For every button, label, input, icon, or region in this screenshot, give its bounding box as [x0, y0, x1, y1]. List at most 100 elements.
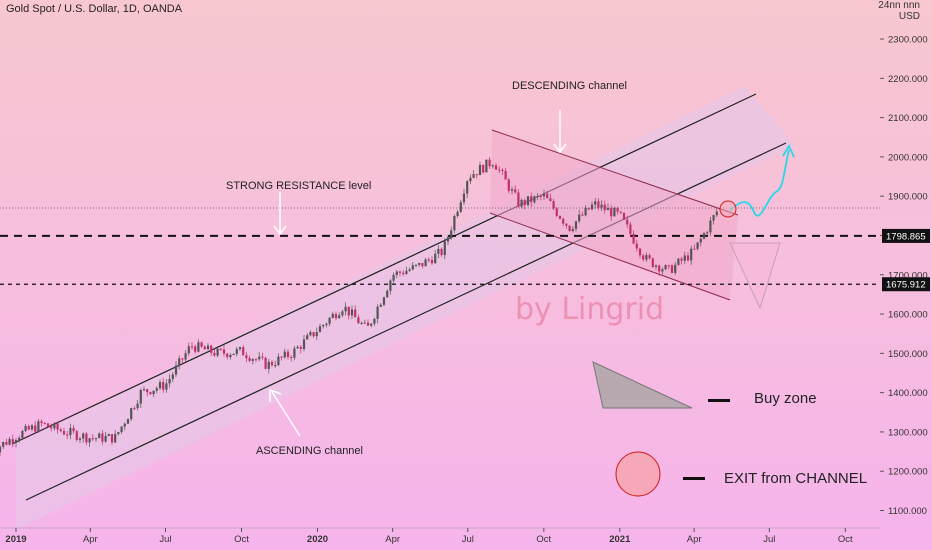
candle-body	[5, 441, 8, 445]
candle-body	[402, 272, 405, 275]
candle-body	[568, 225, 571, 232]
y-tick-label: 1500.000	[888, 349, 928, 360]
candle-body	[469, 177, 472, 182]
y-tick-label: 2300.000	[888, 35, 928, 46]
candle-body	[56, 423, 59, 430]
candle-body	[158, 382, 162, 389]
candle-body	[200, 342, 203, 347]
candle-body	[139, 389, 142, 404]
candle-body	[616, 208, 619, 212]
author-watermark: by Lingrid	[515, 292, 665, 327]
x-tick-label: Apr	[385, 534, 400, 545]
candle-body	[574, 221, 578, 229]
candle-body	[24, 426, 27, 432]
candle-body	[424, 259, 427, 267]
candle-body	[50, 426, 53, 429]
candle-body	[571, 228, 574, 232]
candle-body	[619, 211, 622, 213]
candle-body	[194, 346, 197, 352]
candle-body	[712, 215, 715, 221]
candle-body	[142, 389, 146, 391]
candle-body	[101, 433, 104, 442]
candle-body	[338, 315, 341, 319]
candle-body	[270, 361, 274, 366]
candle-body	[491, 165, 494, 167]
candle-body	[642, 255, 645, 260]
y-tick-label: 1300.000	[888, 427, 928, 438]
candle-body	[498, 169, 501, 171]
candle-body	[219, 348, 222, 350]
x-tick-label: Oct	[838, 534, 853, 545]
candle-body	[690, 248, 693, 261]
candle-body	[37, 421, 40, 432]
buy-zone-triangle	[592, 361, 693, 409]
ascending-channel-fill	[16, 86, 795, 531]
price-label-lower: 1675.912	[886, 280, 926, 291]
candle-body	[667, 265, 670, 267]
y-tick-label: 2000.000	[888, 152, 928, 163]
candle-body	[264, 357, 267, 369]
candle-body	[706, 232, 709, 234]
candle-body	[347, 306, 350, 316]
y-tick-label: 1700.000	[888, 270, 928, 281]
resistance-callout-arrow	[273, 192, 287, 236]
candle-body	[536, 195, 539, 197]
candle-body	[162, 382, 165, 390]
candle-body	[597, 201, 600, 208]
candle-body	[290, 356, 293, 358]
candle-body	[277, 356, 280, 366]
candle-body	[366, 322, 370, 326]
candle-body	[261, 356, 264, 358]
candle-body	[376, 306, 379, 319]
candle-body	[350, 309, 354, 316]
candle-body	[651, 258, 654, 267]
candle-body	[411, 265, 414, 270]
candle-body	[232, 353, 235, 355]
candle-body	[702, 233, 706, 239]
candle-body	[0, 446, 2, 453]
candle-body	[389, 280, 392, 291]
candle-body	[318, 326, 322, 333]
candle-body	[514, 189, 517, 193]
candle-body	[322, 324, 325, 327]
candle-body	[306, 335, 309, 340]
buy-zone-label: Buy zone	[754, 390, 817, 407]
forecast-arrow-head	[782, 144, 795, 158]
candle-body	[472, 174, 475, 178]
candle-body	[542, 193, 546, 197]
candle-body	[488, 159, 491, 167]
x-tick-label: Apr	[687, 534, 702, 545]
x-tick-label: 2021	[609, 534, 631, 545]
x-tick-label: Jul	[763, 534, 775, 545]
candle-body	[280, 356, 283, 358]
x-tick-label: Oct	[234, 534, 249, 545]
candle-body	[629, 224, 632, 235]
candle-body	[242, 347, 245, 356]
x-tick-label: Jul	[462, 534, 474, 545]
candle-body	[693, 248, 696, 250]
candle-body	[395, 271, 398, 275]
candle-body	[293, 348, 296, 358]
candle-body	[658, 265, 661, 272]
candle-body	[696, 242, 699, 249]
candle-body	[459, 202, 462, 212]
candle-body	[203, 346, 206, 350]
candle-body	[466, 181, 469, 194]
x-tick-label: Apr	[83, 534, 98, 545]
candle-body	[446, 237, 450, 242]
candle-body	[309, 332, 312, 336]
candle-body	[565, 223, 568, 226]
candle-body	[613, 208, 616, 217]
candle-body	[414, 264, 418, 266]
candle-body	[168, 378, 171, 384]
candle-body	[258, 356, 261, 360]
candle-body	[622, 212, 626, 220]
descending-channel-label: DESCENDING channel	[512, 80, 627, 92]
candle-body	[149, 392, 152, 395]
candle-body	[62, 431, 66, 435]
candle-body	[638, 248, 642, 256]
candle-body	[578, 214, 581, 222]
candle-body	[14, 440, 18, 443]
candle-body	[600, 204, 603, 208]
candle-body	[130, 408, 133, 420]
